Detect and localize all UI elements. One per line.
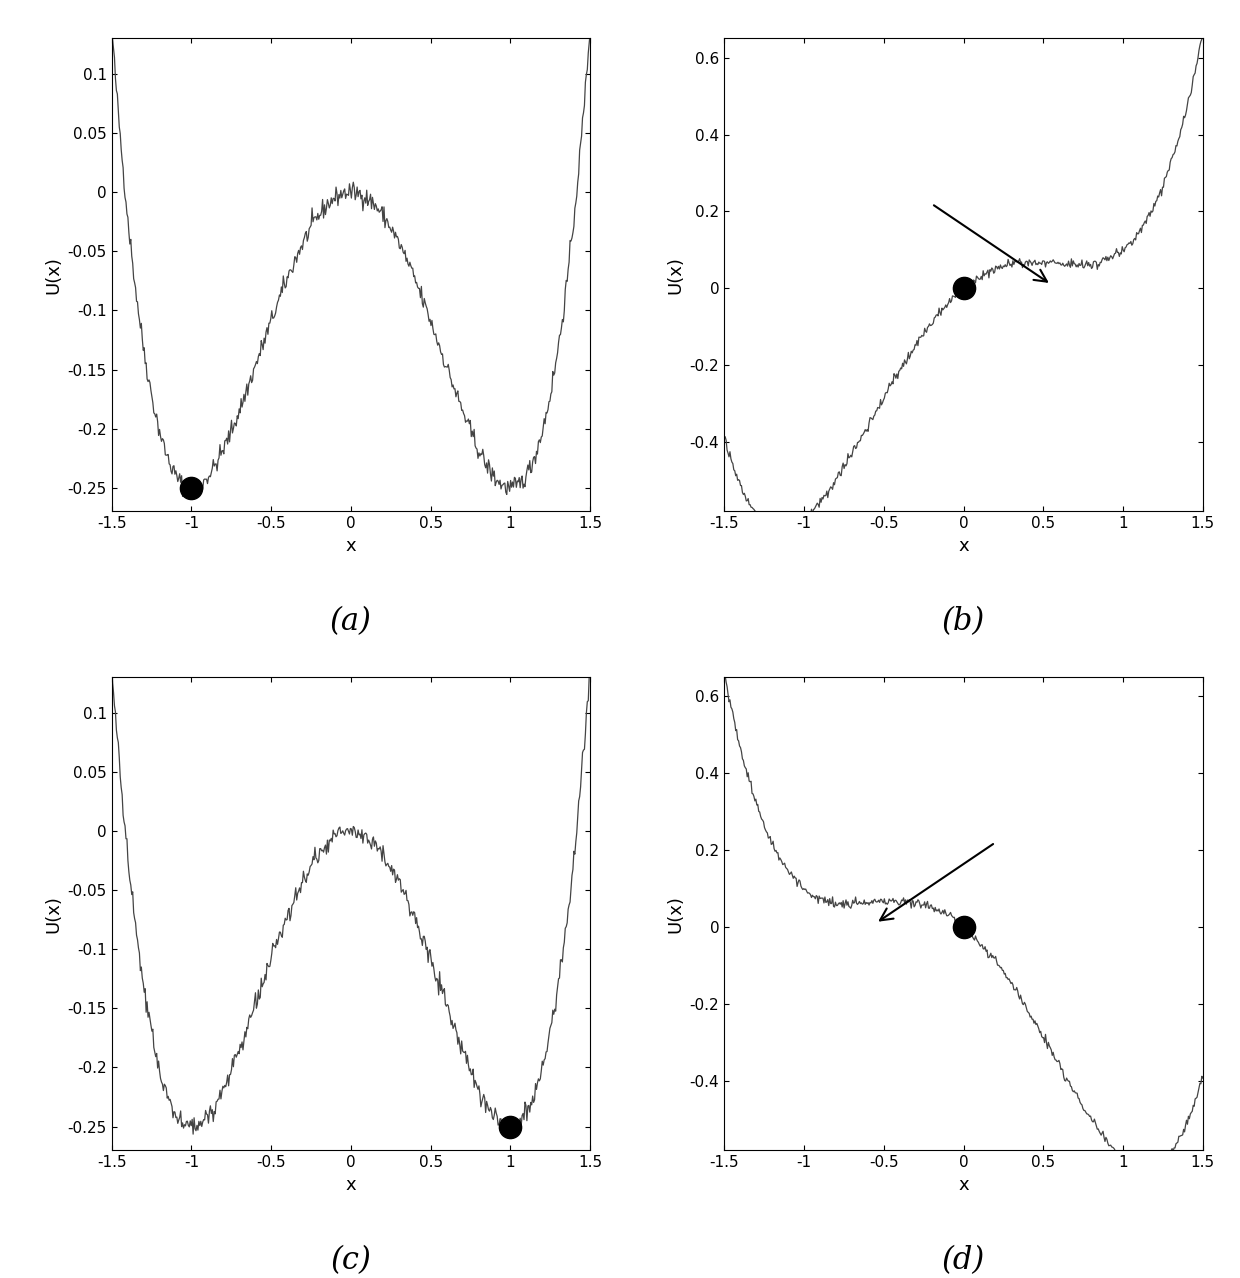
Text: (c): (c) — [331, 1245, 371, 1275]
X-axis label: x: x — [346, 537, 356, 555]
X-axis label: x: x — [346, 1176, 356, 1194]
Y-axis label: U(x): U(x) — [43, 256, 62, 294]
Text: (b): (b) — [942, 606, 985, 638]
Text: (a): (a) — [330, 606, 372, 638]
Y-axis label: U(x): U(x) — [666, 895, 684, 933]
Y-axis label: U(x): U(x) — [666, 256, 684, 294]
Text: (d): (d) — [942, 1245, 985, 1275]
X-axis label: x: x — [959, 1176, 968, 1194]
X-axis label: x: x — [959, 537, 968, 555]
Y-axis label: U(x): U(x) — [43, 895, 62, 933]
